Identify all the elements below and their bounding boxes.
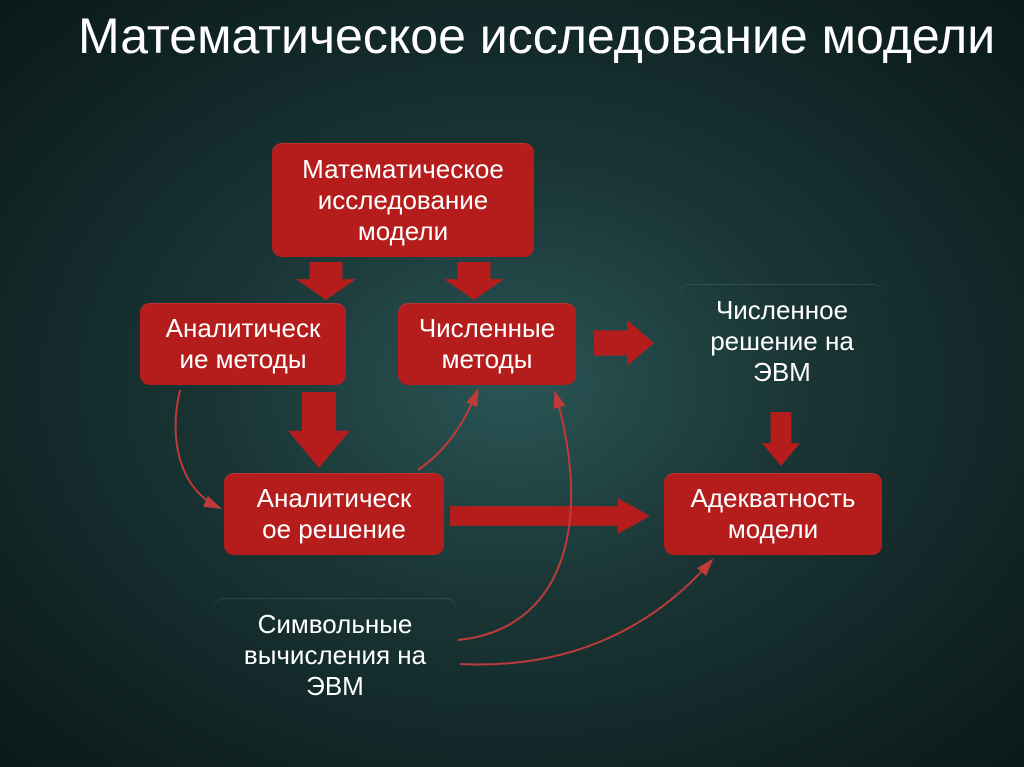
block-arrow-numcomp-to-adequacy: [762, 412, 800, 466]
node-adequacy: Адекватностьмодели: [664, 473, 882, 555]
thin-arrow-analytic-to-ansol-curve: [176, 390, 220, 508]
node-symcomp: Символьныевычисления наЭВМ: [214, 598, 456, 712]
block-arrow-root-to-numeric: [444, 262, 504, 300]
thin-arrow-ansol-to-numeric-curve: [418, 390, 478, 470]
block-arrow-ansol-to-adequacy: [450, 498, 650, 534]
node-analytic: Аналитические методы: [140, 303, 346, 385]
node-numcomp: Численноерешение наЭВМ: [680, 284, 884, 398]
thin-arrow-symcomp-to-adequacy-curve: [460, 560, 712, 664]
thin-arrow-symcomp-to-numeric-curve: [458, 392, 571, 640]
block-arrow-root-to-analytic: [296, 262, 356, 300]
node-numeric: Численныеметоды: [398, 303, 576, 385]
page-title: Математическое исследование модели: [78, 8, 995, 66]
block-arrow-analytic-to-ansol: [288, 392, 350, 468]
block-arrow-numeric-to-numcomp: [594, 320, 654, 366]
node-root: Математическоеисследованиемодели: [272, 143, 534, 257]
node-ansol: Аналитическое решение: [224, 473, 444, 555]
